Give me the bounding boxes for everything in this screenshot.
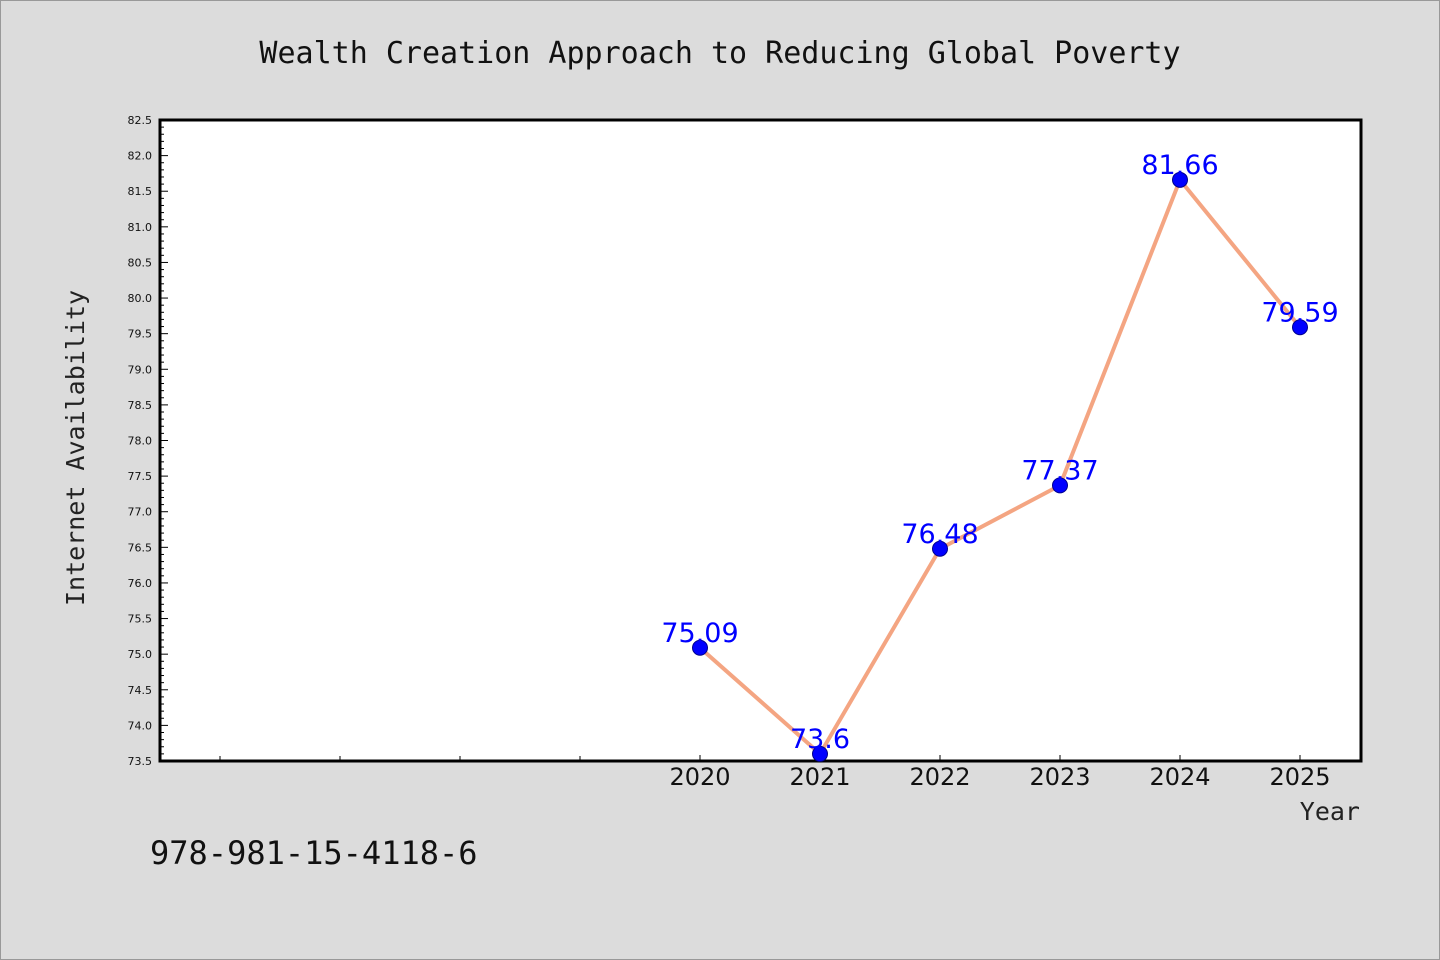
y-tick-label: 81.0 bbox=[128, 221, 153, 234]
data-point bbox=[1172, 171, 1188, 188]
y-tick-label: 77.5 bbox=[128, 470, 153, 483]
y-tick-label: 81.5 bbox=[128, 185, 153, 198]
x-tick-label: 2025 bbox=[1269, 763, 1330, 791]
x-tick-label: 2022 bbox=[909, 763, 970, 791]
data-point bbox=[812, 745, 828, 762]
data-point bbox=[1292, 319, 1308, 336]
y-tick-label: 82.5 bbox=[128, 114, 153, 127]
data-point bbox=[692, 639, 708, 656]
data-label: 77.37 bbox=[1021, 455, 1098, 486]
y-axis-ticks: 73.5 74.0 74.5 75.0 75.5 76.0 76.5 77.0 77.5 78.0… bbox=[128, 114, 168, 768]
y-tick-label: 82.0 bbox=[128, 150, 153, 163]
data-label: 75.09 bbox=[661, 618, 738, 649]
x-tick-label: 2024 bbox=[1149, 763, 1210, 791]
data-label: 76.48 bbox=[901, 519, 978, 550]
series-group: 75.09 73.6 76.48 77.37 81.66 79.59 bbox=[661, 150, 1339, 762]
y-tick-label: 74.5 bbox=[128, 684, 153, 697]
y-tick-label: 78.5 bbox=[128, 399, 153, 412]
y-tick-label: 79.0 bbox=[128, 363, 153, 376]
data-label: 79.59 bbox=[1261, 297, 1338, 328]
x-tick-label: 2020 bbox=[669, 763, 730, 791]
series-line bbox=[698, 177, 1302, 756]
y-tick-label: 80.0 bbox=[128, 292, 153, 305]
data-label: 81.66 bbox=[1141, 150, 1218, 181]
x-axis-ticks: 2020 2021 2022 2023 2024 2025 bbox=[219, 755, 1331, 791]
y-tick-label: 73.5 bbox=[128, 755, 153, 768]
y-tick-label: 75.5 bbox=[128, 613, 153, 626]
data-point bbox=[932, 540, 948, 557]
y-tick-label: 76.0 bbox=[128, 577, 153, 590]
y-tick-label: 79.5 bbox=[128, 328, 153, 341]
y-tick-label: 80.5 bbox=[128, 256, 153, 269]
y-tick-label: 77.0 bbox=[128, 506, 153, 519]
x-axis-label: Year bbox=[1300, 797, 1360, 826]
x-tick-label: 2023 bbox=[1029, 763, 1090, 791]
chart-title: Wealth Creation Approach to Reducing Glo… bbox=[259, 36, 1180, 71]
plot-area bbox=[158, 118, 1363, 763]
data-point bbox=[1052, 477, 1068, 494]
y-tick-label: 75.0 bbox=[128, 648, 153, 661]
data-label: 73.6 bbox=[790, 724, 850, 755]
y-axis-label: Internet Availability bbox=[61, 290, 90, 606]
isbn-code: 978-981-15-4118-6 bbox=[150, 834, 478, 872]
y-tick-label: 78.0 bbox=[128, 435, 153, 448]
x-tick-label: 2021 bbox=[789, 763, 850, 791]
y-tick-label: 74.0 bbox=[128, 719, 153, 732]
y-tick-label: 76.5 bbox=[128, 541, 153, 554]
